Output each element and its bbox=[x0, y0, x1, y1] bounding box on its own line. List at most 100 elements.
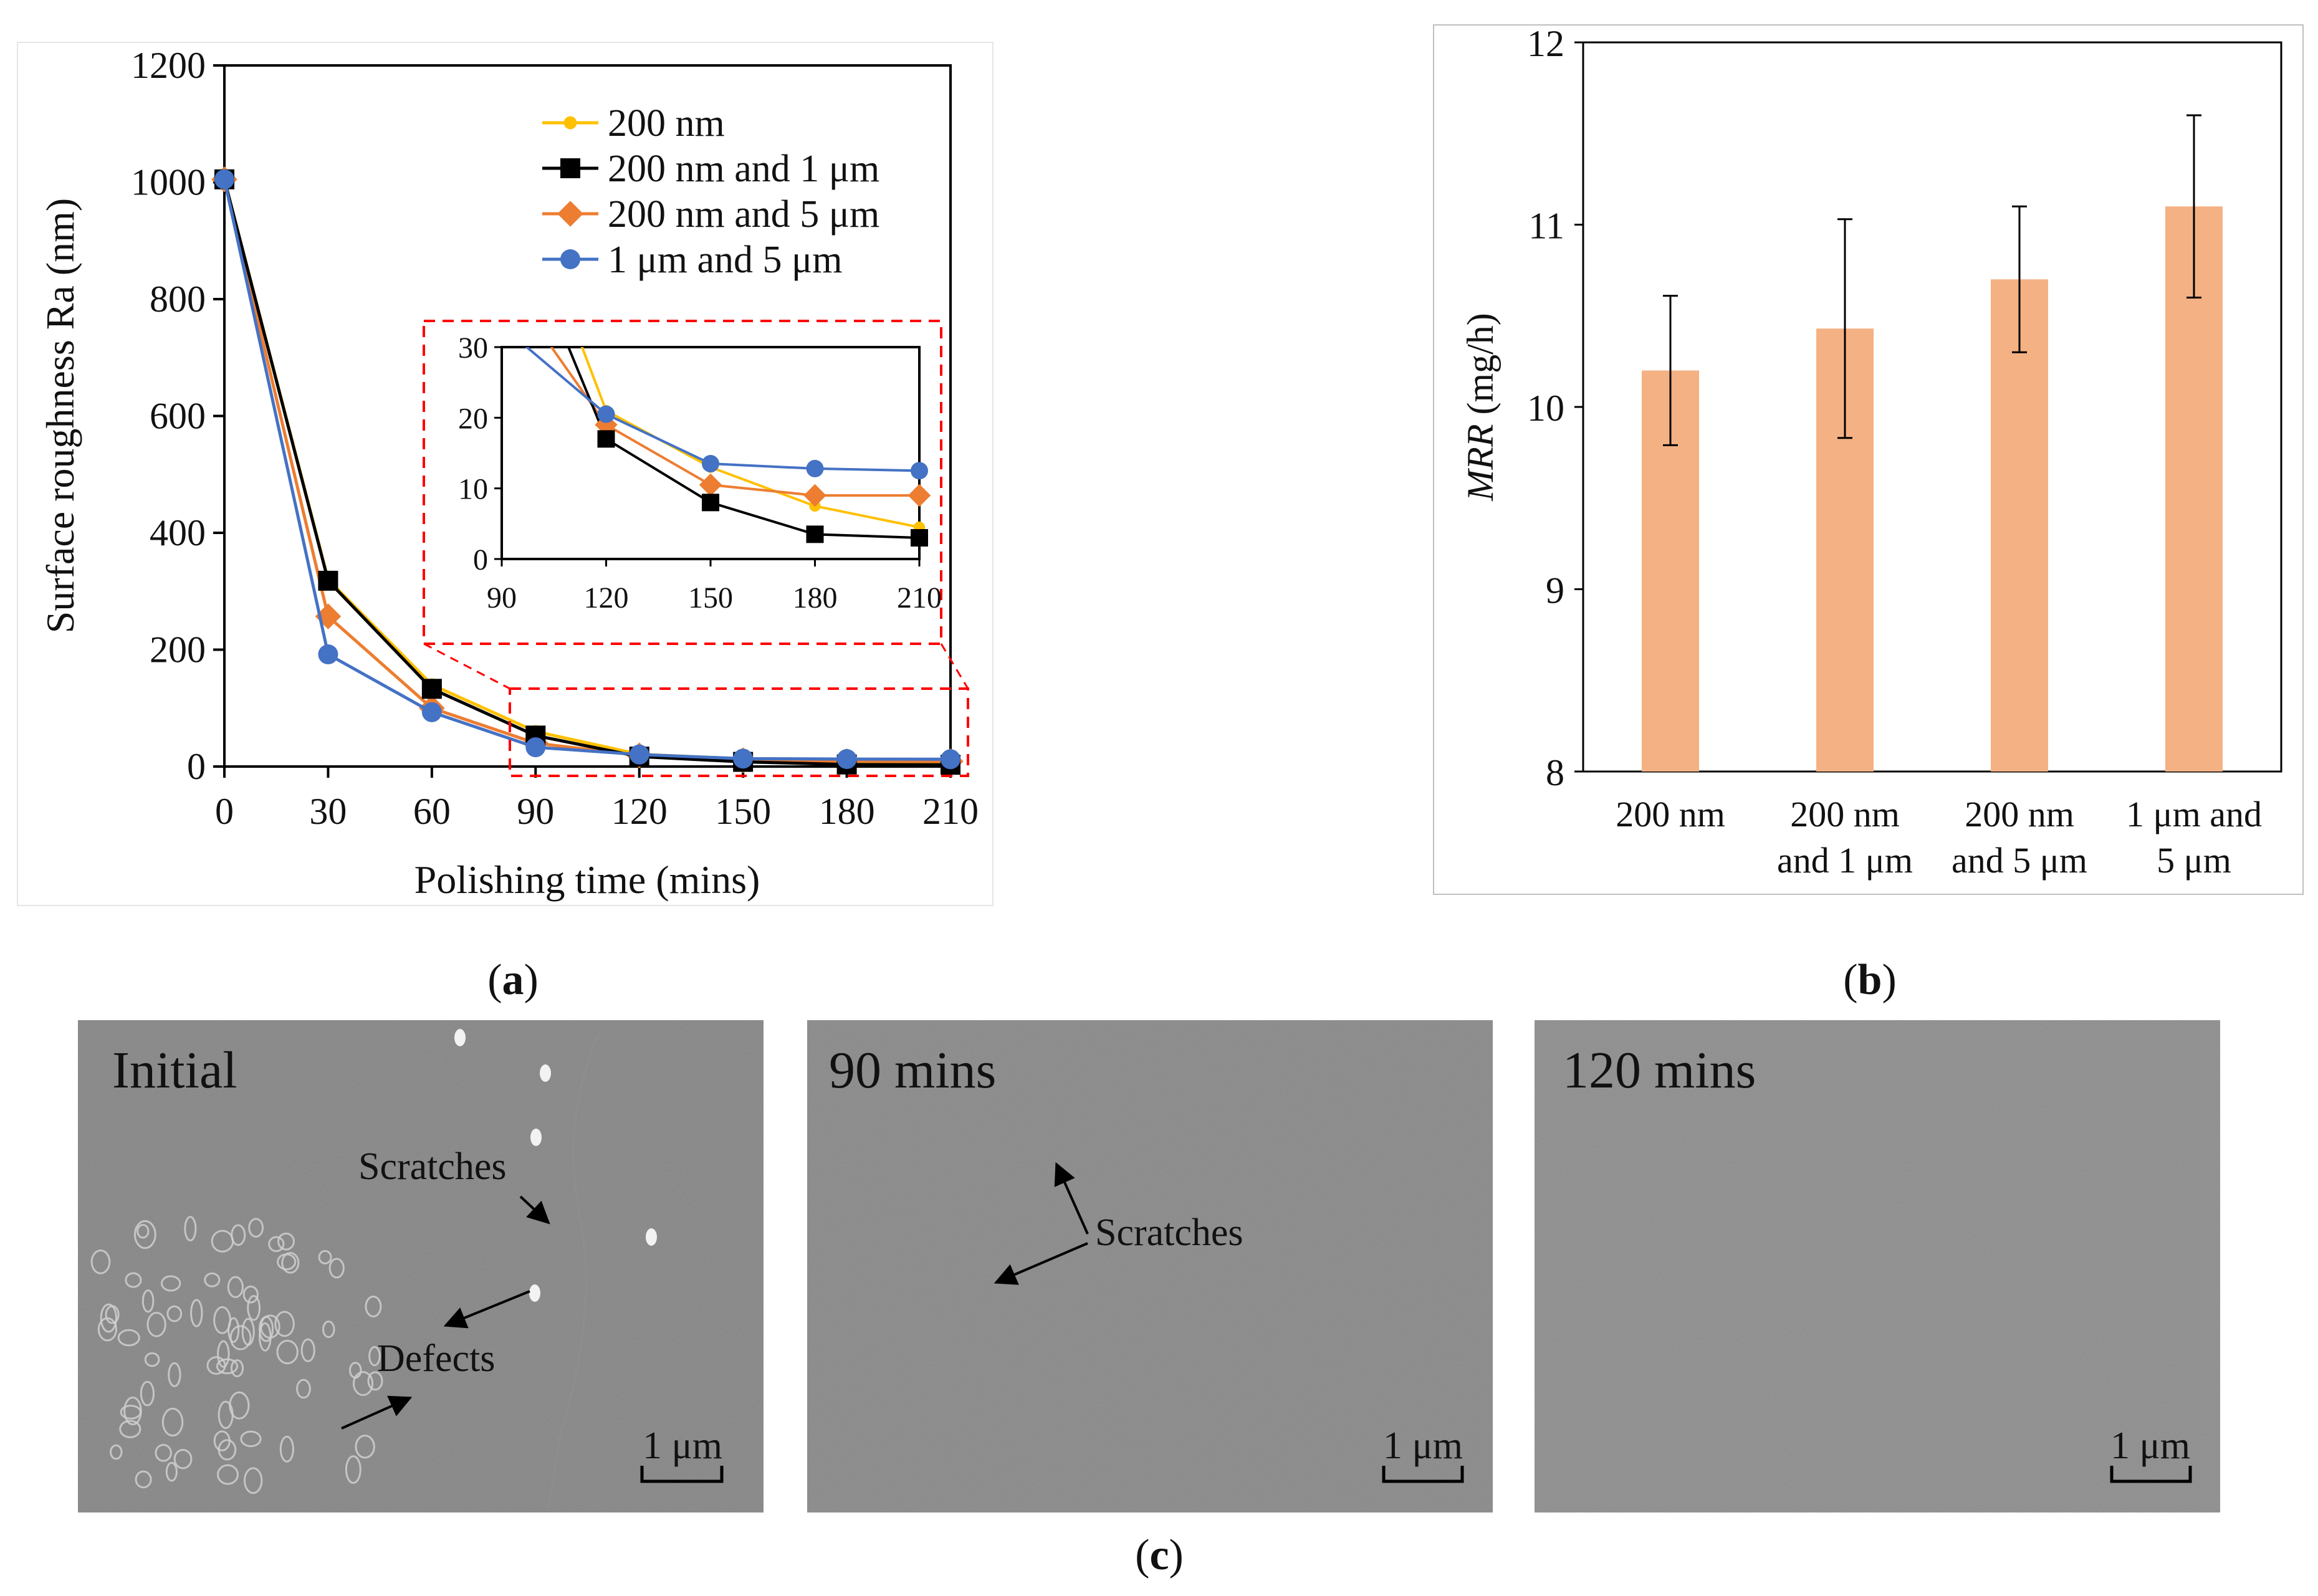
sem-image-initial-defect-arrow-1 bbox=[443, 1290, 530, 1329]
panel-a-frame bbox=[17, 42, 994, 906]
inset-point-200-nm-and-1-m bbox=[911, 529, 928, 547]
sem-defect-ring bbox=[229, 1325, 252, 1350]
panel-b-y-tick-label: 12 bbox=[1527, 23, 1564, 64]
panel-a-line-1-m-and-5-m bbox=[223, 179, 951, 761]
sem-defect-ring bbox=[110, 1444, 123, 1460]
panel-a-x-tick-label: 210 bbox=[922, 791, 979, 832]
sem-defect-ring bbox=[248, 1218, 264, 1238]
panel-a-inset-plot-area bbox=[500, 346, 921, 560]
sem-defect-ring bbox=[276, 1339, 299, 1365]
sem-bright-particle bbox=[454, 1029, 466, 1046]
panel-a-zoom-connector-right bbox=[940, 643, 969, 689]
legend-label-200-nm-and-5-m: 200 nm and 5 μm bbox=[608, 193, 879, 236]
panel-c-caption: (c) bbox=[1135, 1531, 1184, 1579]
sem-defect-ring bbox=[204, 1272, 221, 1288]
panel-a-point-1-m-and-5-m bbox=[525, 737, 546, 758]
sem-image-initial: Initial Scratches Defects 1 μm bbox=[78, 1020, 764, 1512]
legend-label-1-m-and-5-m: 1 μm and 5 μm bbox=[608, 239, 842, 281]
sem-defect-ring bbox=[140, 1380, 155, 1407]
inset-point-1-m-and-5-m bbox=[911, 462, 928, 480]
inset-point-200-nm-and-5-m bbox=[908, 484, 931, 507]
sem-defect-ring bbox=[146, 1311, 166, 1337]
inset-series-200-nm-and-1-m bbox=[567, 347, 919, 539]
panel-a-x-tick-label: 120 bbox=[611, 791, 668, 832]
panel-b-category-label: 200 nm and 1 μm bbox=[1777, 794, 1913, 881]
panel-a-line-200-nm-and-1-m bbox=[223, 179, 951, 767]
sem-image-initial-texture bbox=[78, 1020, 764, 1512]
sem-defect-ring bbox=[296, 1379, 311, 1399]
sem-defect-ring bbox=[318, 1250, 332, 1264]
inset-point-200-nm-and-5-m bbox=[803, 484, 826, 507]
sem-defect-ring bbox=[277, 1253, 297, 1271]
sem-defect-ring bbox=[190, 1299, 203, 1327]
sem-defect-ring bbox=[355, 1435, 375, 1459]
sem-image-120-scale-label: 1 μm bbox=[2110, 1425, 2190, 1467]
sem-image-initial-defects bbox=[90, 1029, 657, 1494]
sem-image-90-label: 90 mins bbox=[829, 1041, 996, 1099]
inset-point-200-nm-and-1-m bbox=[597, 430, 615, 448]
inset-x-tick-label: 180 bbox=[793, 581, 838, 614]
panel-a-y-tick-label: 400 bbox=[150, 512, 206, 553]
sem-defect-ring bbox=[155, 1444, 172, 1462]
sem-defect-ring bbox=[133, 1220, 156, 1250]
sem-bright-particle bbox=[540, 1064, 551, 1082]
inset-x-tick-label: 150 bbox=[688, 581, 733, 614]
sem-defect-ring bbox=[161, 1407, 184, 1437]
panel-a-point-200-nm-and-1-m bbox=[421, 679, 442, 699]
sem-defect-ring bbox=[279, 1435, 294, 1463]
sem-defect-ring bbox=[136, 1223, 150, 1239]
sem-image-90-annotation-scratches: Scratches bbox=[1095, 1211, 1243, 1254]
sem-defect-ring bbox=[218, 1439, 237, 1461]
sem-defect-ring bbox=[117, 1329, 140, 1347]
panel-a-point-200-nm-and-1-m bbox=[318, 570, 338, 591]
panel-a-y-tick-label: 0 bbox=[187, 746, 206, 787]
panel-b-y-tick-label: 8 bbox=[1546, 752, 1564, 793]
sem-defect-ring bbox=[90, 1249, 111, 1274]
sem-defect-ring bbox=[173, 1448, 193, 1469]
sem-defect-ring bbox=[259, 1322, 272, 1352]
sem-defect-ring bbox=[135, 1470, 152, 1489]
panel-a-y-tick-label: 1200 bbox=[131, 45, 206, 86]
panel-b-y-axis-label: MRR (mg/h) bbox=[1460, 313, 1501, 502]
sem-defect-ring bbox=[141, 1289, 155, 1313]
inset-line-1-m-and-5-m bbox=[525, 347, 919, 472]
sem-defect-ring bbox=[211, 1230, 234, 1253]
inset-points-200-nm-and-1-m bbox=[597, 430, 928, 547]
inset-series-1-m-and-5-m bbox=[525, 347, 919, 472]
panel-a-inset-series bbox=[525, 347, 931, 547]
panel-b-bar bbox=[2165, 206, 2223, 772]
inset-series-200-nm bbox=[580, 347, 919, 528]
panel-a-y-tick-label: 1000 bbox=[131, 162, 206, 203]
panel-a-x-tick-label: 0 bbox=[215, 791, 234, 832]
panel-b-bar-chart: 8 9 10 11 12 200 nm 200 nm and 1 μm 200 nm and 5… bbox=[1433, 23, 2304, 1004]
legend-label-200-nm-and-1-m: 200 nm and 1 μm bbox=[608, 148, 879, 190]
inset-y-tick-label: 0 bbox=[473, 543, 488, 576]
sem-defect-ring bbox=[345, 1455, 362, 1484]
sem-defect-ring bbox=[243, 1467, 263, 1494]
sem-defect-ring bbox=[242, 1285, 259, 1304]
sem-defect-ring bbox=[352, 1371, 374, 1397]
inset-point-200-nm-and-1-m bbox=[806, 525, 824, 543]
sem-defect-ring bbox=[274, 1311, 295, 1337]
sem-defect-ring bbox=[166, 1305, 183, 1322]
sem-defect-ring bbox=[365, 1296, 382, 1317]
sem-defect-ring bbox=[184, 1216, 197, 1241]
panel-a-point-1-m-and-5-m bbox=[941, 749, 960, 770]
panel-a-y-tick-label: 600 bbox=[150, 396, 206, 437]
panel-a-y-axis-label: Surface roughness Ra (nm) bbox=[38, 198, 82, 633]
panel-b-bar-group bbox=[1816, 218, 1874, 772]
panel-b-caption: (b) bbox=[1843, 956, 1897, 1004]
sem-defect-ring bbox=[125, 1272, 142, 1288]
sem-defect-ring bbox=[227, 1276, 244, 1298]
panel-a-point-1-m-and-5-m bbox=[836, 749, 857, 769]
sem-image-initial-scale-label: 1 μm bbox=[643, 1425, 722, 1467]
sem-image-90-scratch-arrow-1 bbox=[1054, 1162, 1089, 1235]
panel-b-bar-group bbox=[1991, 205, 2048, 772]
panel-a-point-1-m-and-5-m bbox=[629, 744, 649, 765]
legend-marker-1-m-and-5-m bbox=[560, 249, 580, 269]
sem-bright-particle bbox=[646, 1228, 657, 1246]
panel-b-category-label: 1 μm and 5 μm bbox=[2126, 794, 2262, 881]
inset-y-tick-label: 30 bbox=[458, 332, 488, 365]
sem-defect-ring bbox=[216, 1358, 239, 1375]
